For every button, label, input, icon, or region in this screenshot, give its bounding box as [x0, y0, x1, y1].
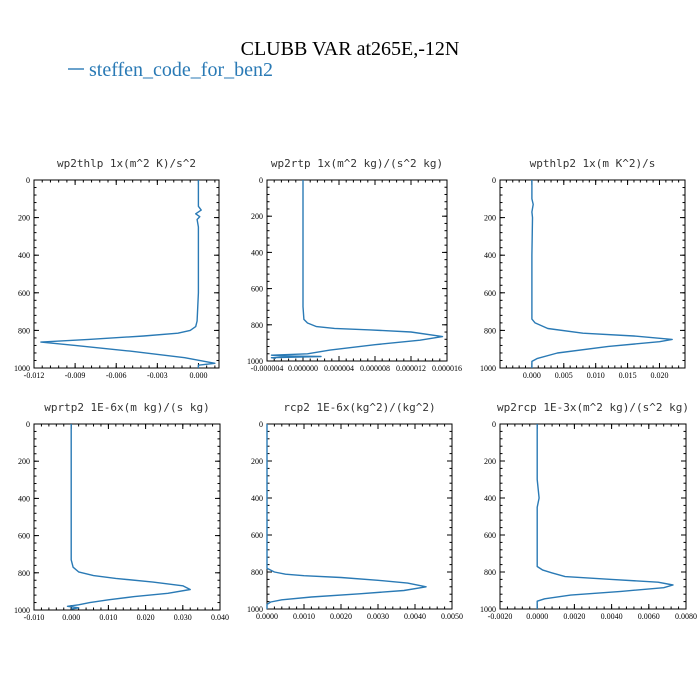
y-tick-label: 0 — [259, 176, 263, 185]
x-tick-label: -0.000004 — [251, 364, 284, 373]
x-tick-label: 0.005 — [555, 371, 573, 380]
panel-4: wprtp2 1E-6x(m kg)/(s kg) 0 200 400 600 800 10… — [14, 401, 229, 622]
y-tick-label: 1000 — [480, 364, 496, 373]
x-tick-label: 0.010 — [99, 613, 117, 622]
x-tick-label: 0.000008 — [360, 364, 390, 373]
y-tick-label: 1000 — [247, 605, 263, 614]
x-tick-label: -0.006 — [106, 371, 127, 380]
y-tick-label: 200 — [18, 457, 30, 466]
x-tick-label: 0.015 — [619, 371, 637, 380]
y-tick-label: 800 — [18, 569, 30, 578]
y-tick-label: 600 — [18, 532, 30, 541]
panel-title: wp2rcp 1E-3x(m^2 kg)/(s^2 kg) — [497, 401, 689, 414]
y-tick-label: 200 — [251, 457, 263, 466]
x-tick-label: -0.012 — [24, 371, 45, 380]
y-tick-label: 800 — [484, 326, 496, 335]
plot-frame — [266, 423, 453, 610]
x-tick-label: 0.0020 — [330, 612, 352, 621]
figure-title: CLUBB VAR at265E,-12N — [241, 38, 460, 60]
x-tick-label: 0.040 — [211, 613, 229, 622]
x-tick-label: 0.0030 — [367, 612, 389, 621]
y-tick-label: 600 — [18, 289, 30, 298]
panel-grid: wp2thlp 1x(m^2 K)/s^202004006008001000-0… — [14, 157, 697, 622]
x-tick-label: 0.000004 — [324, 364, 354, 373]
x-tick-label: 0.000016 — [432, 364, 462, 373]
panel-3: wpthlp2 1x(m K^2)/s 0 200 400 600 800 1000 0.00… — [480, 157, 686, 380]
y-tick-label: 600 — [484, 289, 496, 298]
panel-title: wprtp2 1E-6x(m kg)/(s kg) — [44, 401, 210, 414]
y-tick-label: 800 — [251, 321, 263, 330]
panel-5: rcp2 1E-6x(kg^2)/(kg^2) 0 200 400 600 800 1000… — [247, 401, 463, 621]
y-tick-label: 1000 — [14, 606, 30, 615]
plot-frame — [33, 423, 221, 611]
plot-frame — [266, 179, 448, 362]
y-tick-label: 0 — [26, 176, 30, 185]
y-tick-label: 1000 — [247, 357, 263, 366]
series-line — [531, 180, 673, 368]
series-line — [270, 180, 444, 359]
panel-6: wp2rcp 1E-3x(m^2 kg)/(s^2 kg)0 200 400 600 8… — [480, 401, 697, 621]
x-tick-label: 0.020 — [137, 613, 155, 622]
x-tick-label: 0.020 — [650, 371, 668, 380]
x-tick-label: -0.0020 — [488, 612, 513, 621]
y-tick-label: 600 — [251, 285, 263, 294]
x-tick-label: 0.010 — [587, 371, 605, 380]
x-tick-label: 0.0020 — [563, 612, 585, 621]
y-tick-label: 0 — [492, 176, 496, 185]
series-line — [266, 424, 427, 609]
y-tick-label: 400 — [18, 251, 30, 260]
y-tick-label: 0 — [259, 420, 263, 429]
x-tick-label: -0.010 — [24, 613, 45, 622]
x-tick-label: 0.000 — [523, 371, 541, 380]
series-line — [40, 180, 216, 368]
x-tick-label: -0.009 — [65, 371, 86, 380]
y-tick-label: 1000 — [480, 605, 496, 614]
y-tick-label: 400 — [18, 494, 30, 503]
y-tick-label: 600 — [251, 531, 263, 540]
panel-title: wp2rtp 1x(m^2 kg)/(s^2 kg) — [271, 157, 443, 170]
panel-1: wp2thlp 1x(m^2 K)/s^202004006008001000-0… — [14, 157, 220, 380]
y-tick-label: 0 — [26, 420, 30, 429]
panel-2: wp2rtp 1x(m^2 kg)/(s^2 kg) 0 200 400 600 800 1… — [247, 157, 462, 373]
x-tick-label: 0.000012 — [396, 364, 426, 373]
series-line — [536, 424, 674, 609]
x-tick-label: 0.000 — [189, 371, 207, 380]
panel-title: wp2thlp 1x(m^2 K)/s^2 — [57, 157, 196, 170]
plot-frame — [499, 179, 686, 369]
y-tick-label: 800 — [251, 568, 263, 577]
y-tick-label: 400 — [484, 494, 496, 503]
y-tick-label: 0 — [492, 420, 496, 429]
y-tick-label: 800 — [18, 326, 30, 335]
x-tick-label: 0.0000 — [256, 612, 278, 621]
x-tick-label: 0.0080 — [675, 612, 697, 621]
panel-title: rcp2 1E-6x(kg^2)/(kg^2) — [283, 401, 435, 414]
series-line — [66, 424, 191, 610]
y-tick-label: 400 — [251, 494, 263, 503]
x-tick-label: 0.000000 — [288, 364, 318, 373]
y-tick-label: 200 — [484, 457, 496, 466]
y-tick-label: 1000 — [14, 364, 30, 373]
plot-frame — [33, 179, 220, 369]
y-tick-label: 800 — [484, 568, 496, 577]
x-tick-label: 0.0060 — [638, 612, 660, 621]
figure-legend: steffen_code_for_ben2 — [68, 59, 273, 81]
panel-title: wpthlp2 1x(m K^2)/s — [530, 157, 656, 170]
y-tick-label: 200 — [251, 212, 263, 221]
y-tick-label: 400 — [251, 248, 263, 257]
y-tick-label: 200 — [484, 214, 496, 223]
plot-frame — [499, 423, 687, 610]
y-tick-label: 600 — [484, 531, 496, 540]
x-tick-label: 0.0040 — [404, 612, 426, 621]
y-tick-label: 400 — [484, 251, 496, 260]
x-tick-label: 0.030 — [174, 613, 192, 622]
x-tick-label: 0.0000 — [526, 612, 548, 621]
x-tick-label: 0.0010 — [293, 612, 315, 621]
y-tick-label: 200 — [18, 214, 30, 223]
x-tick-label: 0.000 — [62, 613, 80, 622]
legend-label: steffen_code_for_ben2 — [89, 59, 273, 81]
x-tick-label: 0.0050 — [441, 612, 463, 621]
x-tick-label: -0.003 — [147, 371, 168, 380]
x-tick-label: 0.0040 — [601, 612, 623, 621]
